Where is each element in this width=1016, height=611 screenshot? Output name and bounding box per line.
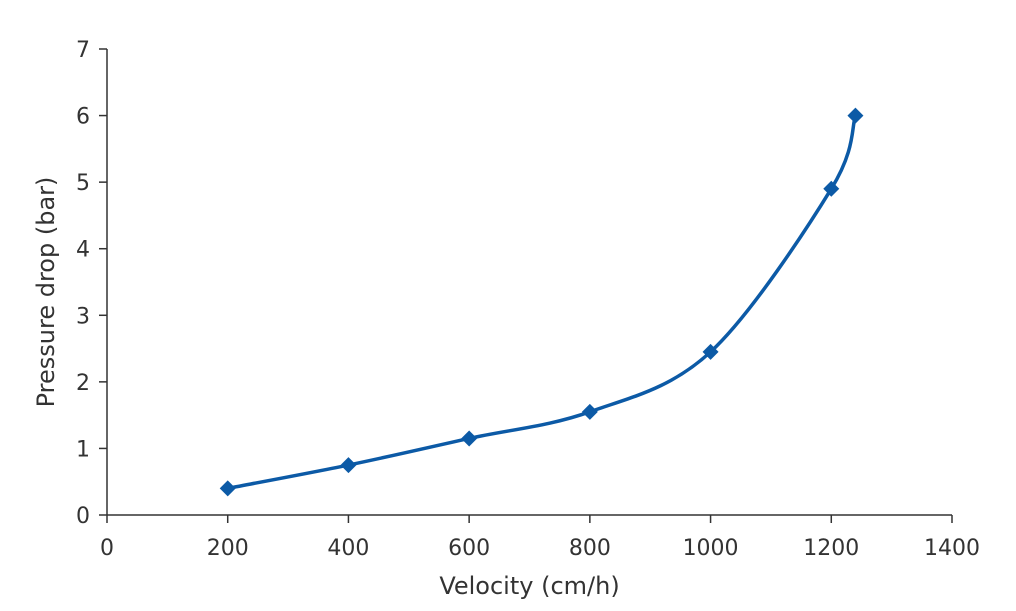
y-ticks: 0 1 2 3 4 5 6 7	[76, 38, 107, 529]
x-tick-label: 400	[327, 536, 369, 561]
series-line	[225, 113, 858, 491]
axes: 0 200 400 600 800 1000 1200 1400 0 1 2 3 4 5 6 7	[76, 38, 980, 561]
data-point-marker	[219, 480, 236, 497]
data-point-marker	[847, 107, 864, 124]
y-axis-title: Pressure drop (bar)	[32, 177, 60, 408]
data-point-marker	[581, 403, 598, 420]
data-markers	[219, 107, 864, 497]
x-tick-label: 200	[207, 536, 249, 561]
x-tick-label: 800	[569, 536, 611, 561]
x-tick-label: 600	[448, 536, 490, 561]
y-tick-label: 0	[76, 504, 90, 529]
data-point-marker	[461, 430, 478, 447]
x-tick-label: 0	[100, 536, 114, 561]
y-tick-label: 5	[76, 171, 90, 196]
y-tick-label: 6	[76, 105, 90, 130]
y-tick-label: 7	[76, 38, 90, 63]
y-tick-label: 3	[76, 304, 90, 329]
x-tick-label: 1200	[803, 536, 859, 561]
data-point-marker	[823, 180, 840, 197]
y-tick-label: 1	[76, 437, 90, 462]
x-ticks: 0 200 400 600 800 1000 1200 1400	[100, 515, 980, 561]
data-point-marker	[702, 343, 719, 360]
x-tick-label: 1000	[683, 536, 739, 561]
x-axis-title: Velocity (cm/h)	[439, 572, 619, 600]
x-tick-label: 1400	[924, 536, 980, 561]
data-point-marker	[340, 457, 357, 474]
plot-area	[219, 107, 864, 497]
y-tick-label: 2	[76, 371, 90, 396]
y-tick-label: 4	[76, 238, 90, 263]
